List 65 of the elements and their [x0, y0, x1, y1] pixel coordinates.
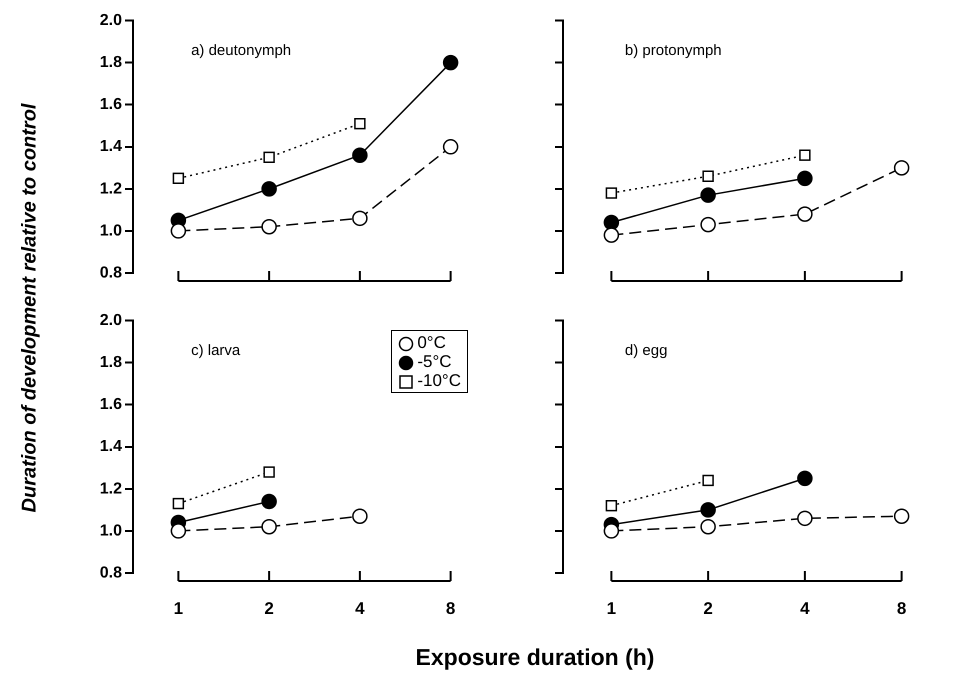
x-tick-label: 1 [606, 598, 616, 618]
point [352, 508, 368, 524]
y-tick-label: 1.0 [100, 222, 122, 240]
x-tick-label: 8 [446, 598, 456, 618]
point [702, 474, 714, 486]
point [700, 187, 716, 203]
point [170, 223, 186, 239]
x-tick-label: 4 [800, 598, 810, 618]
annotation: c) larva [191, 342, 241, 360]
y-tick-label: 1.2 [100, 180, 122, 198]
point [702, 170, 714, 182]
point [606, 187, 618, 199]
point [354, 118, 366, 130]
x-tick-label: 4 [355, 598, 366, 618]
point [170, 523, 186, 539]
y-tick-label: 1.4 [100, 438, 122, 456]
point [894, 508, 910, 524]
y-tick-label: 1.8 [100, 354, 122, 372]
legend-label: 0°C [417, 333, 446, 352]
point [261, 518, 277, 534]
point [352, 210, 368, 226]
y-tick-label: 1.4 [100, 138, 122, 156]
x-tick-label: 2 [264, 598, 274, 618]
y-tick-label: 0.8 [100, 564, 122, 582]
point [261, 494, 277, 510]
point [263, 466, 275, 478]
y-tick-label: 1.6 [100, 396, 122, 414]
x-tick-label: 1 [174, 598, 184, 618]
y-tick-label: 0.8 [100, 264, 122, 282]
point [604, 523, 620, 539]
y-tick-label: 2.0 [100, 312, 122, 330]
y-tick-label: 1.8 [100, 54, 122, 72]
point [797, 510, 813, 526]
point [352, 147, 368, 163]
point [700, 518, 716, 534]
point [172, 172, 184, 184]
point [797, 170, 813, 186]
point [261, 181, 277, 197]
legend-label: -10°C [417, 371, 461, 390]
point [604, 227, 620, 243]
y-tick-label: 1.2 [100, 480, 122, 498]
point [797, 206, 813, 222]
x-tick-label: 8 [896, 598, 906, 618]
x-tick-label: 2 [703, 598, 713, 618]
annotation: a) deutonymph [191, 42, 292, 60]
point [797, 470, 813, 486]
point [799, 150, 811, 161]
annotation: b) protonymph [624, 42, 722, 60]
y-axis-title: Duration of development relative to control [18, 104, 42, 512]
y-tick-label: 1.0 [100, 522, 122, 540]
point [604, 214, 620, 230]
point [894, 160, 910, 176]
point [172, 498, 184, 510]
point [700, 502, 716, 518]
point [442, 54, 458, 70]
point [606, 500, 618, 512]
x-axis-title: Exposure duration (h) [414, 644, 656, 671]
point [700, 216, 716, 232]
y-tick-label: 1.6 [100, 96, 122, 114]
legend-label: -5°C [417, 352, 452, 371]
annotation: d) egg [624, 342, 668, 360]
y-tick-label: 2.0 [100, 12, 122, 30]
point [261, 218, 277, 234]
point [442, 139, 458, 155]
point [263, 152, 275, 164]
